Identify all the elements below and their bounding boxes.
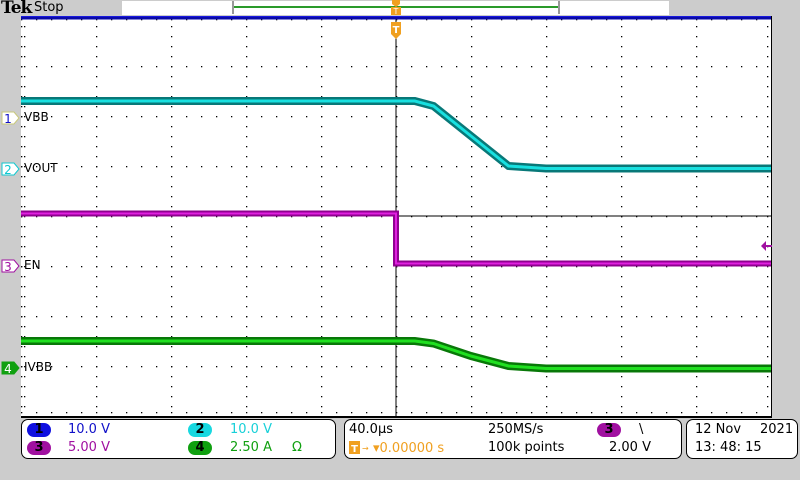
channel-3-ground-icon: 3 bbox=[1, 259, 20, 273]
waveform-plot bbox=[21, 16, 771, 416]
channel-1-ground-icon: 1 bbox=[1, 111, 20, 125]
channel-1-badge[interactable]: 1 bbox=[27, 423, 51, 437]
time-per-division[interactable]: 40.0µs bbox=[349, 422, 393, 437]
trigger-delay-icon: T → bbox=[349, 441, 369, 454]
channel-3-scale[interactable]: 5.00 V bbox=[68, 440, 110, 455]
channel-1-label: VBB bbox=[24, 110, 49, 124]
channel-4-ground-icon: 4 bbox=[1, 361, 20, 375]
svg-text:1: 1 bbox=[4, 112, 12, 125]
trigger-position-record-icon: T bbox=[391, 0, 401, 16]
svg-text:2: 2 bbox=[4, 163, 12, 176]
channel-4-scale[interactable]: 2.50 A bbox=[230, 440, 272, 455]
trigger-position-row[interactable]: T → ▾0.00000 s bbox=[349, 441, 444, 456]
channel-1-scale[interactable]: 10.0 V bbox=[68, 422, 110, 437]
svg-text:T: T bbox=[351, 444, 358, 454]
record-length[interactable]: 100k points bbox=[488, 440, 565, 455]
trigger-level[interactable]: 2.00 V bbox=[609, 440, 651, 455]
tek-logo: Tek bbox=[1, 0, 32, 18]
channel-3-marker[interactable]: 3 bbox=[1, 259, 21, 273]
channel-2-scale[interactable]: 10.0 V bbox=[230, 422, 272, 437]
sample-rate: 250MS/s bbox=[488, 422, 544, 437]
channel-4-badge[interactable]: 4 bbox=[188, 441, 212, 455]
trigger-slope-icon[interactable]: \ bbox=[639, 422, 644, 437]
channel-4-marker[interactable]: 4 bbox=[1, 361, 21, 375]
waveform-graticule[interactable] bbox=[21, 16, 772, 418]
channel-2-marker[interactable]: 2 bbox=[1, 162, 21, 176]
svg-text:4: 4 bbox=[4, 362, 12, 375]
channel-2-ground-icon: 2 bbox=[1, 162, 20, 176]
time-of-day: 13: 48: 15 bbox=[695, 440, 762, 455]
trigger-position-value: 0.00000 s bbox=[379, 441, 445, 456]
horizontal-trigger-panel[interactable]: 40.0µs T → ▾0.00000 s 250MS/s 100k point… bbox=[344, 419, 682, 459]
channel-1-marker[interactable]: 1 bbox=[1, 111, 21, 125]
date-time-panel: 12 Nov 2021 13: 48: 15 bbox=[686, 419, 798, 459]
date-year: 2021 bbox=[760, 422, 794, 437]
svg-text:T: T bbox=[393, 25, 400, 36]
svg-text:3: 3 bbox=[4, 260, 12, 273]
channel-3-badge[interactable]: 3 bbox=[27, 441, 51, 455]
trigger-level-arrow-icon[interactable] bbox=[760, 240, 772, 252]
acquisition-status: Stop bbox=[34, 0, 64, 15]
svg-text:→: → bbox=[362, 444, 369, 453]
ohm-termination-icon: Ω bbox=[292, 440, 302, 455]
channel-4-label: IVBB bbox=[24, 360, 53, 374]
trigger-point-marker-icon[interactable]: T bbox=[389, 22, 403, 40]
channel-3-label: EN bbox=[24, 258, 41, 272]
vertical-settings-panel[interactable]: 1 10.0 V 2 10.0 V 3 5.00 V 4 2.50 A Ω bbox=[21, 419, 336, 459]
svg-text:T: T bbox=[393, 7, 399, 16]
trigger-source-badge[interactable]: 3 bbox=[597, 423, 621, 437]
channel-2-label: VOUT bbox=[24, 161, 58, 175]
date-day: 12 Nov bbox=[695, 422, 742, 437]
channel-2-badge[interactable]: 2 bbox=[188, 423, 212, 437]
